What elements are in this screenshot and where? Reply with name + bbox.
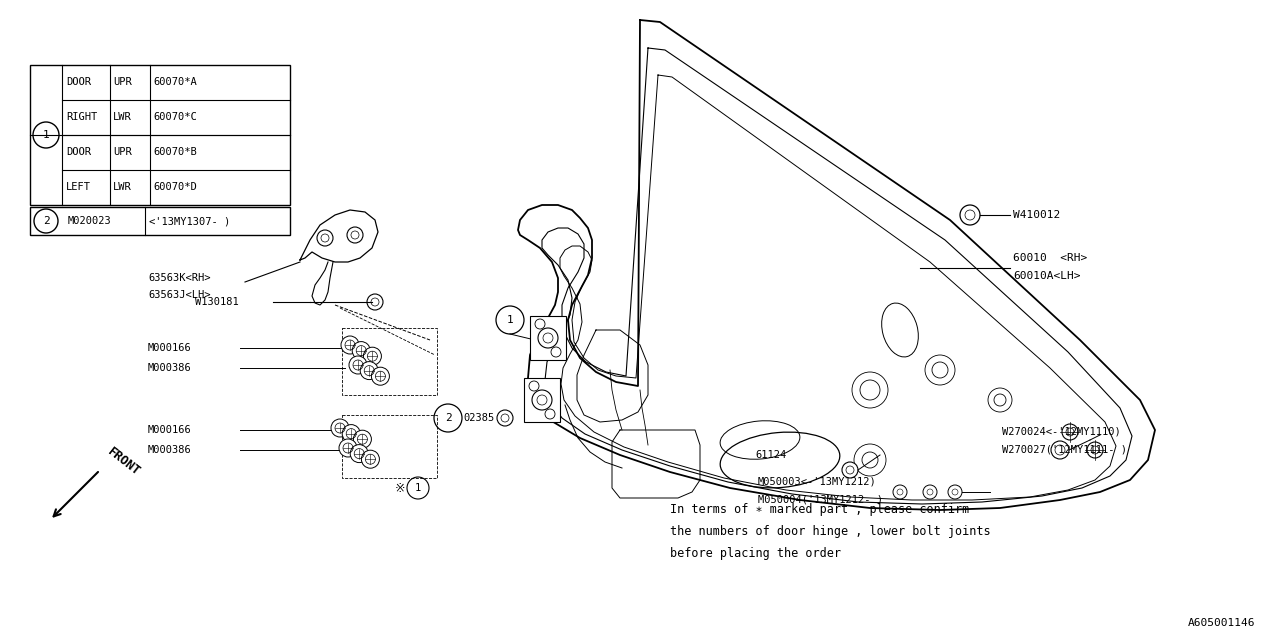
- Circle shape: [361, 450, 379, 468]
- Text: A605001146: A605001146: [1188, 618, 1254, 628]
- Circle shape: [538, 328, 558, 348]
- Circle shape: [364, 347, 381, 365]
- Polygon shape: [300, 210, 378, 262]
- Circle shape: [923, 485, 937, 499]
- Text: 02385: 02385: [463, 413, 494, 423]
- Text: LEFT: LEFT: [67, 182, 91, 192]
- Text: 2: 2: [444, 413, 452, 423]
- Text: M020023: M020023: [68, 216, 111, 226]
- Text: M000386: M000386: [148, 363, 192, 373]
- Text: M050003<-'13MY1212): M050003<-'13MY1212): [758, 477, 877, 487]
- Text: ※: ※: [394, 481, 406, 495]
- Text: M000166: M000166: [148, 343, 192, 353]
- Circle shape: [332, 419, 349, 437]
- Text: W270027('12MY1111- ): W270027('12MY1111- ): [1002, 445, 1126, 455]
- Circle shape: [352, 342, 370, 360]
- Circle shape: [342, 424, 360, 443]
- Text: DOOR: DOOR: [67, 77, 91, 87]
- Text: M050004('13MY1212- ): M050004('13MY1212- ): [758, 495, 883, 505]
- Circle shape: [550, 347, 561, 357]
- Text: LWR: LWR: [113, 112, 132, 122]
- Circle shape: [532, 390, 552, 410]
- Text: M000386: M000386: [148, 445, 192, 455]
- Text: RIGHT: RIGHT: [67, 112, 97, 122]
- Bar: [29, 207, 291, 235]
- Text: UPR: UPR: [113, 147, 132, 157]
- Circle shape: [353, 430, 371, 448]
- Circle shape: [1062, 424, 1078, 440]
- Text: 60070*C: 60070*C: [154, 112, 197, 122]
- Circle shape: [340, 336, 358, 354]
- Circle shape: [347, 227, 364, 243]
- Text: 1: 1: [42, 130, 50, 140]
- Text: 1: 1: [415, 483, 421, 493]
- Circle shape: [1051, 441, 1069, 459]
- Text: M000166: M000166: [148, 425, 192, 435]
- Text: In terms of ∗ marked part , please confirm: In terms of ∗ marked part , please confi…: [669, 504, 969, 516]
- Text: the numbers of door hinge , lower bolt joints: the numbers of door hinge , lower bolt j…: [669, 525, 991, 538]
- Text: FRONT: FRONT: [105, 445, 142, 478]
- Circle shape: [948, 485, 963, 499]
- Circle shape: [842, 462, 858, 478]
- Text: 60010  <RH>: 60010 <RH>: [1012, 253, 1087, 263]
- Text: W270024<-'12MY1110): W270024<-'12MY1110): [1002, 427, 1121, 437]
- Text: 60070*B: 60070*B: [154, 147, 197, 157]
- Bar: [29, 65, 291, 205]
- Text: 60070*A: 60070*A: [154, 77, 197, 87]
- Text: UPR: UPR: [113, 77, 132, 87]
- Circle shape: [349, 356, 367, 374]
- Text: 1: 1: [507, 315, 513, 325]
- Circle shape: [497, 410, 513, 426]
- Text: 63563K<RH>: 63563K<RH>: [148, 273, 210, 283]
- Polygon shape: [312, 262, 333, 305]
- Circle shape: [545, 409, 556, 419]
- Circle shape: [529, 381, 539, 391]
- Circle shape: [535, 319, 545, 329]
- Text: 60010A<LH>: 60010A<LH>: [1012, 271, 1080, 281]
- Circle shape: [339, 439, 357, 457]
- Text: 2: 2: [42, 216, 50, 226]
- Circle shape: [360, 362, 378, 380]
- Text: DOOR: DOOR: [67, 147, 91, 157]
- Text: LWR: LWR: [113, 182, 132, 192]
- Bar: [342, 328, 436, 395]
- Circle shape: [317, 230, 333, 246]
- Bar: [342, 415, 436, 478]
- Bar: [524, 378, 561, 422]
- Text: W130181: W130181: [195, 297, 239, 307]
- Text: 61124: 61124: [755, 450, 786, 460]
- Circle shape: [351, 445, 369, 463]
- Text: before placing the order: before placing the order: [669, 547, 841, 561]
- Circle shape: [893, 485, 908, 499]
- Text: 60070*D: 60070*D: [154, 182, 197, 192]
- Bar: [530, 316, 566, 360]
- Text: 63563J<LH>: 63563J<LH>: [148, 290, 210, 300]
- Text: W410012: W410012: [1012, 210, 1060, 220]
- Circle shape: [371, 367, 389, 385]
- Text: <'13MY1307- ): <'13MY1307- ): [148, 216, 230, 226]
- Circle shape: [1087, 442, 1103, 458]
